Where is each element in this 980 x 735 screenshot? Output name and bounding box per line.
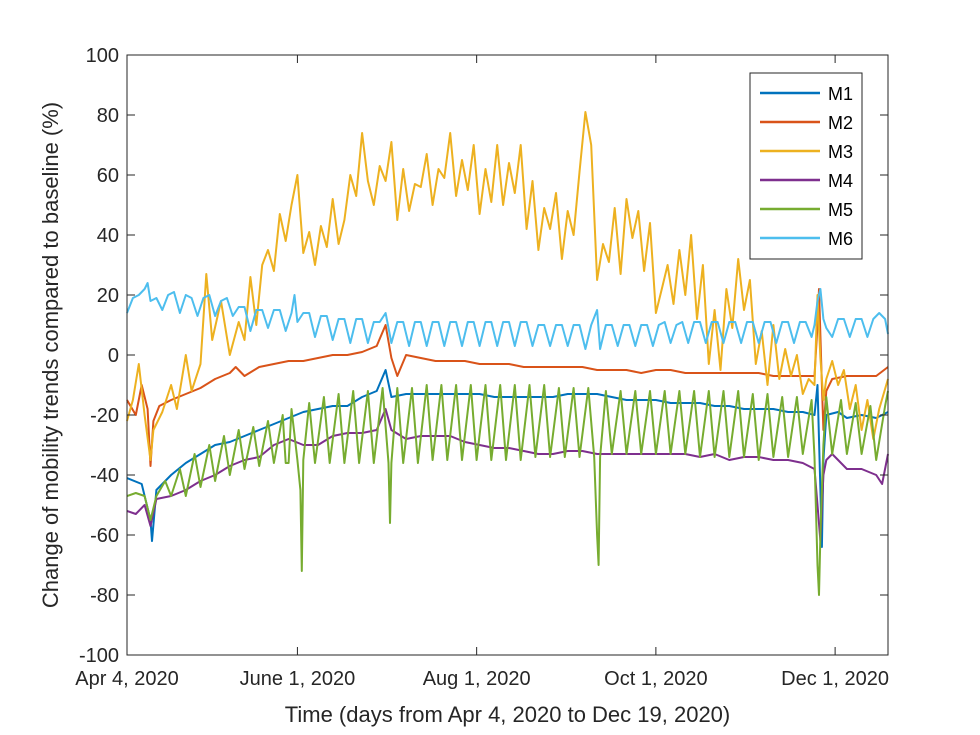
y-tick-label: 60 <box>97 165 119 187</box>
legend-label-m3: M3 <box>828 142 853 162</box>
legend-label-m1: M1 <box>828 84 853 104</box>
y-tick-label: 80 <box>97 105 119 127</box>
y-tick-label: -100 <box>79 645 119 667</box>
legend-box <box>749 72 863 260</box>
legend: M1 M2 M3 M4 M5 M6 <box>749 72 863 260</box>
legend-label-m5: M5 <box>828 200 853 220</box>
series-line-m2 <box>126 288 889 467</box>
series-layer <box>126 111 889 596</box>
x-axis-label: Time (days from Apr 4, 2020 to Dec 19, 2… <box>285 702 731 727</box>
series-line-m6 <box>126 282 889 350</box>
y-tick-label: -40 <box>90 465 119 487</box>
y-tick-label: 20 <box>97 285 119 307</box>
x-tick-label: Apr 4, 2020 <box>75 668 178 690</box>
legend-label-m6: M6 <box>828 229 853 249</box>
series-line-m3 <box>126 111 889 461</box>
y-tick-labels: -100 -80 -60 -40 -20 0 20 40 60 80 100 <box>79 45 119 667</box>
series-line-m1 <box>126 369 889 548</box>
y-tick-label: 40 <box>97 225 119 247</box>
legend-label-m2: M2 <box>828 113 853 133</box>
x-tick-labels: Apr 4, 2020 June 1, 2020 Aug 1, 2020 Oct 1,… <box>75 668 889 690</box>
axes <box>126 54 889 656</box>
y-tick-label: -20 <box>90 405 119 427</box>
x-tick-label: Oct 1, 2020 <box>604 668 707 690</box>
x-tick-label: Aug 1, 2020 <box>423 668 531 690</box>
y-tick-label: -80 <box>90 585 119 607</box>
series-line-m5 <box>126 384 889 596</box>
y-tick-label: 100 <box>86 45 119 67</box>
y-tick-label: 0 <box>108 345 119 367</box>
y-tick-label: -60 <box>90 525 119 547</box>
x-tick-label: June 1, 2020 <box>240 668 356 690</box>
legend-label-m4: M4 <box>828 171 853 191</box>
y-axis-label: Change of mobility trends compared to ba… <box>38 102 63 608</box>
x-tick-label: Dec 1, 2020 <box>781 668 889 690</box>
